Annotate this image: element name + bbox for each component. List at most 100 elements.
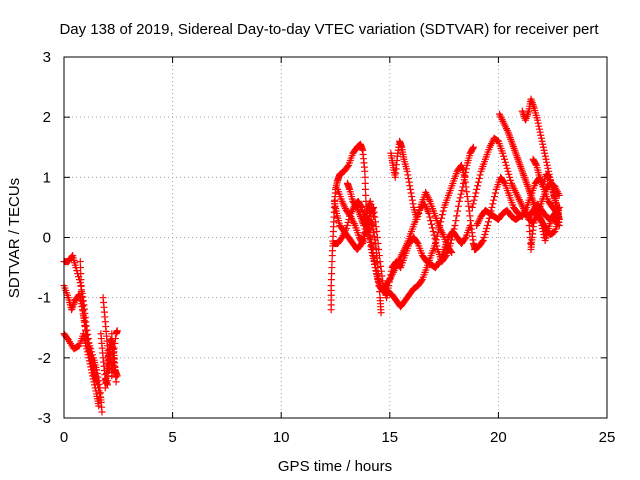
data-point xyxy=(111,339,119,347)
data-point xyxy=(408,193,416,201)
data-point xyxy=(328,264,336,272)
data-point xyxy=(507,176,515,184)
data-point xyxy=(403,167,411,175)
data-point xyxy=(462,169,470,177)
data-point xyxy=(463,188,471,196)
data-point xyxy=(484,221,492,229)
data-point xyxy=(80,312,88,320)
data-point xyxy=(373,273,381,281)
data-point xyxy=(385,282,393,290)
data-point xyxy=(368,203,376,211)
chart-title: Day 138 of 2019, Sidereal Day-to-day VTE… xyxy=(59,21,599,38)
data-point xyxy=(91,384,99,392)
data-point xyxy=(375,276,383,284)
data-point xyxy=(327,282,335,290)
data-point xyxy=(368,206,376,214)
data-point xyxy=(82,331,90,339)
data-point xyxy=(544,172,552,180)
data-point xyxy=(368,220,376,228)
data-point xyxy=(453,212,461,220)
data-point xyxy=(532,160,540,168)
data-point xyxy=(427,217,435,225)
data-point xyxy=(536,128,544,136)
data-point xyxy=(457,163,465,171)
data-point xyxy=(536,214,544,222)
data-point xyxy=(361,215,369,223)
data-point xyxy=(535,122,543,130)
data-point xyxy=(428,224,436,232)
data-point xyxy=(544,164,552,172)
data-point xyxy=(541,149,549,157)
data-point xyxy=(112,378,120,386)
data-point xyxy=(68,253,76,261)
data-point xyxy=(385,278,393,286)
data-point xyxy=(533,116,541,124)
data-point xyxy=(370,229,378,237)
data-point xyxy=(92,387,100,395)
data-point xyxy=(455,197,463,205)
data-point xyxy=(534,207,542,215)
y-tick-label: 3 xyxy=(43,49,51,66)
data-point xyxy=(474,182,482,190)
data-point xyxy=(543,161,551,169)
data-point xyxy=(373,227,381,235)
data-point xyxy=(491,189,499,197)
data-point xyxy=(82,318,90,326)
data-point xyxy=(542,155,550,163)
data-point xyxy=(93,378,101,386)
data-point xyxy=(361,185,369,193)
data-point xyxy=(428,220,436,228)
data-point xyxy=(328,270,336,278)
data-point xyxy=(500,155,508,163)
data-point xyxy=(386,274,394,282)
data-point xyxy=(406,185,414,193)
data-point xyxy=(537,134,545,142)
data-point xyxy=(361,167,369,175)
data-point xyxy=(540,146,548,154)
data-point xyxy=(377,309,385,317)
data-point xyxy=(537,131,545,139)
data-point xyxy=(463,193,471,201)
data-point xyxy=(535,211,543,219)
data-point xyxy=(430,231,438,239)
data-point xyxy=(404,171,412,179)
data-point xyxy=(459,183,467,191)
data-point xyxy=(473,185,481,193)
data-point xyxy=(469,144,477,152)
data-point xyxy=(368,221,376,229)
data-point xyxy=(83,336,91,344)
grid xyxy=(64,57,607,418)
data-point xyxy=(471,193,479,201)
data-point xyxy=(366,238,374,246)
data-point xyxy=(87,360,95,368)
data-point xyxy=(77,282,85,290)
data-point xyxy=(405,178,413,186)
data-point xyxy=(452,217,460,225)
data-point xyxy=(82,322,90,330)
data-point xyxy=(362,209,370,217)
data-point xyxy=(462,165,470,173)
data-point xyxy=(499,149,507,157)
x-tick-label: 20 xyxy=(490,429,507,446)
x-tick-label: 25 xyxy=(599,429,616,446)
data-point xyxy=(478,238,486,246)
data-point xyxy=(481,230,489,238)
data-point xyxy=(80,317,88,325)
data-point xyxy=(501,158,509,166)
data-point xyxy=(88,363,96,371)
data-point xyxy=(367,242,375,250)
data-point xyxy=(85,350,93,358)
data-point xyxy=(534,119,542,127)
data-point xyxy=(413,215,421,223)
data-point xyxy=(97,396,105,404)
data-point xyxy=(500,178,508,186)
y-tick-label: 0 xyxy=(43,230,51,247)
data-point xyxy=(374,270,382,278)
data-point xyxy=(387,267,395,275)
data-point xyxy=(407,189,415,197)
data-point xyxy=(361,179,369,187)
data-point xyxy=(460,179,468,187)
x-tick-label: 0 xyxy=(60,429,68,446)
data-point xyxy=(451,221,459,229)
